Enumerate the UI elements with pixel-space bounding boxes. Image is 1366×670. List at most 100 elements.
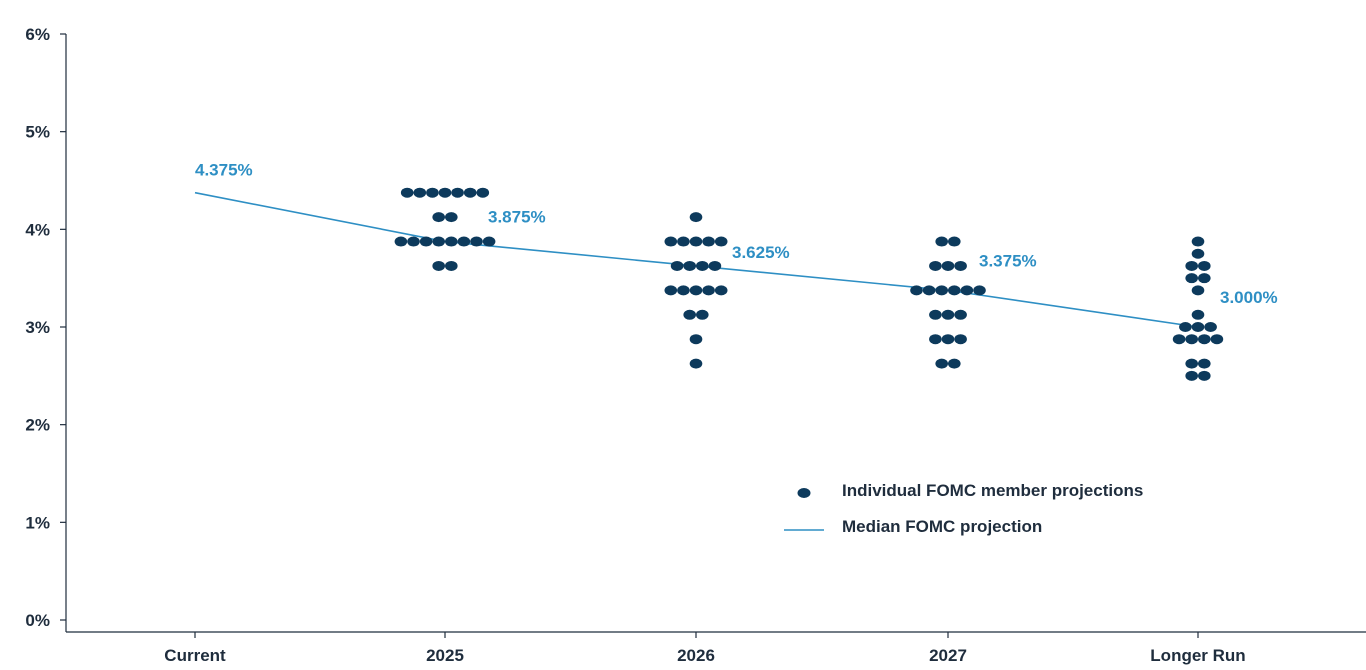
projection-dot — [470, 236, 483, 247]
x-tick-label: 2027 — [929, 646, 967, 665]
legend-label-dots: Individual FOMC member projections — [842, 481, 1143, 500]
projection-dot — [677, 236, 690, 247]
projection-dot — [708, 260, 722, 271]
projection-dot — [941, 334, 955, 345]
projection-dot — [689, 358, 703, 369]
median-value-label: 4.375% — [195, 161, 253, 180]
projection-dot — [400, 187, 414, 198]
projection-dot — [1191, 285, 1205, 296]
projection-dot — [935, 285, 948, 296]
projection-dot — [432, 236, 446, 247]
projection-dot — [714, 236, 728, 247]
median-value-label: 3.875% — [488, 208, 546, 227]
projection-dot — [664, 236, 678, 247]
projection-dot — [451, 187, 464, 198]
projection-dot — [689, 212, 703, 223]
projection-dot — [948, 285, 961, 296]
projection-dot — [1185, 273, 1198, 284]
projection-dot — [394, 236, 408, 247]
projection-dot — [432, 260, 446, 271]
projection-dot — [954, 260, 967, 271]
projection-dot — [973, 285, 986, 296]
projection-dot — [689, 236, 703, 247]
projection-dot — [714, 285, 728, 296]
projection-dot — [689, 334, 703, 345]
projection-dot — [413, 187, 427, 198]
projection-dot — [1191, 248, 1205, 259]
median-value-label: 3.375% — [979, 251, 1037, 270]
projection-dot — [929, 309, 942, 320]
projection-dot — [1172, 334, 1186, 345]
projection-dot — [935, 236, 948, 247]
y-tick-label: 0% — [25, 611, 50, 630]
projection-dots — [394, 187, 1224, 381]
y-axis-ticks: 0% 1% 2% 3% 4% 5% 6% — [25, 25, 66, 630]
projection-dot — [948, 358, 961, 369]
projection-dot — [1191, 322, 1205, 332]
projection-dot — [954, 309, 967, 320]
projection-dot — [1191, 236, 1205, 247]
y-tick-label: 3% — [25, 318, 50, 337]
projection-dot — [1185, 334, 1198, 345]
x-tick-label: 2026 — [677, 646, 715, 665]
median-value-label: 3.000% — [1220, 288, 1278, 307]
y-tick-label: 4% — [25, 220, 50, 239]
projection-dot — [702, 236, 715, 247]
projection-dot — [929, 260, 942, 271]
legend-dot-icon — [797, 488, 811, 498]
y-tick-label: 6% — [25, 25, 50, 44]
projection-dot — [476, 187, 490, 198]
projection-dot — [1191, 309, 1205, 320]
y-tick-label: 5% — [25, 123, 50, 142]
projection-dot — [1185, 358, 1198, 369]
projection-dot — [960, 285, 974, 296]
projection-dot — [482, 236, 496, 247]
projection-dot — [463, 187, 477, 198]
projection-dot — [689, 285, 703, 296]
projection-dot — [1198, 358, 1211, 369]
x-tick-label: Longer Run — [1150, 646, 1245, 665]
projection-dot — [677, 285, 690, 296]
projection-dot — [922, 285, 936, 296]
projection-dot — [445, 212, 458, 223]
y-tick-label: 2% — [25, 416, 50, 435]
projection-dot — [1185, 370, 1198, 381]
projection-dot — [910, 285, 923, 296]
projection-dot — [432, 212, 446, 223]
median-labels: 4.375% 3.875% 3.625% 3.375% 3.000% — [195, 161, 1278, 307]
projection-dot — [941, 260, 955, 271]
axes — [65, 34, 1366, 633]
projection-dot — [670, 260, 684, 271]
projection-dot — [696, 260, 709, 271]
projection-dot — [683, 309, 696, 320]
x-tick-label: Current — [164, 646, 226, 665]
median-value-label: 3.625% — [732, 243, 790, 262]
projection-dot — [1210, 334, 1224, 345]
projection-dot — [426, 187, 439, 198]
y-tick-label: 1% — [25, 513, 50, 532]
projection-dot — [407, 236, 420, 247]
legend-label-median: Median FOMC projection — [842, 517, 1042, 536]
projection-dot — [445, 236, 458, 247]
projection-dot — [935, 358, 948, 369]
projection-dot — [948, 236, 961, 247]
projection-dot — [1198, 334, 1211, 345]
legend: Individual FOMC member projections Media… — [784, 481, 1143, 536]
projection-dot — [954, 334, 967, 345]
projection-dot — [696, 309, 709, 320]
projection-dot — [1179, 322, 1192, 332]
projection-dot — [941, 309, 955, 320]
projection-dot — [1198, 370, 1211, 381]
x-axis-ticks: Current 2025 2026 2027 Longer Run — [164, 632, 1246, 665]
projection-dot — [929, 334, 942, 345]
x-tick-label: 2025 — [426, 646, 464, 665]
projection-dot — [1204, 322, 1217, 332]
projection-dot — [664, 285, 678, 296]
projection-dot — [445, 260, 458, 271]
projection-dot — [1185, 260, 1198, 271]
projection-dot — [1198, 260, 1211, 271]
projection-dot — [702, 285, 715, 296]
projection-dot — [1198, 273, 1211, 284]
projection-dot — [457, 236, 471, 247]
